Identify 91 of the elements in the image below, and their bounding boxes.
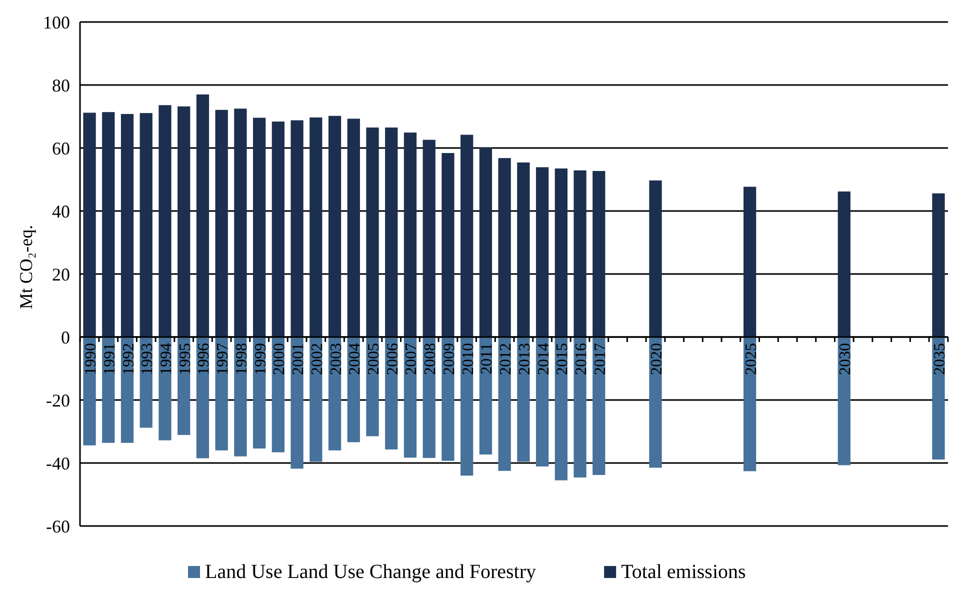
x-tick-label: 2035 — [931, 343, 948, 375]
bar — [554, 168, 568, 337]
x-tick-label: 1991 — [101, 343, 118, 375]
bar — [140, 113, 152, 337]
bar — [517, 337, 530, 462]
x-tick-label: 2013 — [516, 343, 534, 375]
bar — [574, 170, 586, 337]
bar — [442, 153, 454, 337]
legend-label: Total emissions — [621, 561, 746, 583]
bar — [838, 191, 850, 337]
bar — [536, 337, 549, 466]
x-tick-label: 1998 — [233, 343, 250, 375]
x-tick-label: 2008 — [422, 343, 440, 375]
x-tick-label: 2002 — [308, 343, 326, 375]
x-tick-label: 2020 — [648, 343, 666, 375]
bar — [290, 120, 304, 337]
bar — [215, 110, 228, 337]
x-tick-label: 2003 — [328, 343, 345, 375]
legend-label: Land Use Land Use Change and Forestry — [205, 561, 536, 583]
bar — [932, 337, 945, 460]
y-tick-label: -40 — [46, 453, 70, 474]
bar — [328, 116, 342, 337]
x-tick-label: 2015 — [554, 343, 572, 375]
y-tick-label: -60 — [46, 516, 70, 536]
x-tick-label: 1995 — [176, 343, 194, 375]
y-axis-title: Mt CO₂-eq. — [16, 224, 36, 310]
x-tick-label: 2001 — [290, 343, 308, 375]
y-tick-label: 0 — [61, 327, 70, 348]
bar — [158, 337, 172, 440]
bar — [234, 337, 247, 456]
y-tick-label: 100 — [43, 12, 70, 32]
x-tick-label: 1993 — [139, 343, 156, 375]
bar — [592, 170, 606, 337]
bar — [422, 140, 436, 337]
x-tick-label: 1999 — [252, 343, 270, 375]
bar — [83, 112, 96, 337]
bar — [649, 180, 662, 337]
bar — [404, 132, 417, 337]
bar — [554, 337, 568, 480]
y-tick-label: -20 — [46, 390, 70, 410]
x-tick-label: 2006 — [384, 343, 402, 375]
bar — [83, 337, 96, 446]
x-tick-label: 2017 — [592, 343, 609, 375]
bar — [442, 337, 454, 461]
bar — [290, 337, 304, 469]
x-tick-label: 2000 — [271, 343, 288, 375]
x-tick-label: 1997 — [214, 343, 232, 375]
x-tick-label: 2005 — [366, 343, 383, 375]
x-tick-label: 2004 — [346, 343, 364, 375]
bar — [385, 128, 398, 337]
x-tick-label: 1990 — [82, 343, 100, 375]
bar — [498, 158, 511, 337]
bar — [744, 186, 756, 337]
bar — [102, 112, 115, 337]
x-tick-label: 1994 — [158, 343, 175, 375]
bar — [234, 108, 247, 337]
x-tick-label: 2009 — [440, 343, 458, 375]
x-tick-label: 2010 — [460, 343, 477, 375]
bar — [272, 122, 284, 337]
x-tick-label: 2014 — [535, 343, 552, 375]
bar — [479, 148, 492, 337]
x-tick-label: 2030 — [837, 343, 854, 375]
y-tick-label: 40 — [52, 201, 70, 222]
y-tick-label: 20 — [52, 264, 70, 284]
bar — [310, 117, 322, 337]
bar — [517, 162, 530, 337]
bar — [252, 118, 266, 337]
x-tick-label: 2025 — [742, 343, 760, 375]
bar — [460, 337, 474, 476]
bar — [498, 337, 511, 471]
x-tick-label: 1996 — [196, 343, 213, 375]
y-tick-label: 60 — [52, 138, 70, 158]
bar — [178, 106, 190, 337]
bar — [366, 128, 379, 337]
bar — [592, 337, 606, 475]
bar — [574, 337, 586, 478]
bar — [649, 337, 662, 468]
x-tick-label: 2012 — [498, 343, 515, 375]
bar — [479, 337, 492, 454]
bar — [158, 105, 172, 337]
x-tick-label: 2007 — [403, 343, 420, 375]
bar — [932, 193, 945, 337]
bar — [460, 134, 474, 337]
x-tick-label: 1992 — [120, 343, 138, 375]
x-tick-label: 2016 — [573, 343, 590, 375]
y-tick-label: 80 — [52, 75, 70, 96]
bar — [120, 114, 134, 337]
bar — [196, 94, 210, 337]
x-tick-label: 2011 — [478, 343, 496, 374]
bar — [536, 167, 549, 337]
bar — [347, 118, 360, 337]
